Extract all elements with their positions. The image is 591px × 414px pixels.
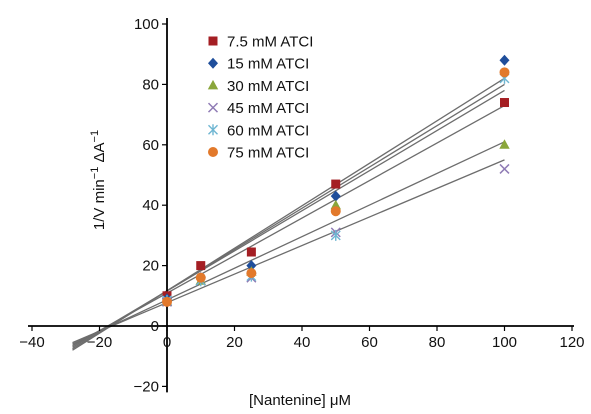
data-point-series-5	[246, 268, 257, 279]
legend-marker-series-1	[208, 57, 218, 69]
data-point-series-0	[246, 247, 256, 257]
axes: −40 −20 0 20 40 60 80 100 120 −20 0 20 40 60 80 100	[19, 16, 584, 395]
data-point-series-5	[195, 272, 206, 283]
legend-marker-series-2	[207, 79, 219, 90]
legend-label-series-5: 75 mM ATCI	[227, 145, 309, 162]
x-tick-label: 40	[294, 334, 311, 351]
legend-label-series-4: 60 mM ATCI	[227, 122, 309, 139]
x-tick-label: 60	[361, 334, 378, 351]
trendline-series-5	[72, 83, 505, 350]
y-axis-title-sup2: −1	[89, 130, 101, 143]
y-axis-title: 1/V min−1 ΔA−1	[89, 130, 108, 230]
legend-item-bg	[204, 75, 350, 97]
data-point-series-5	[330, 206, 341, 217]
x-tick-label: 80	[429, 334, 446, 351]
legend-marker-series-4	[208, 124, 218, 136]
data-point-series-1	[330, 190, 341, 202]
y-tick-label: 0	[151, 318, 159, 335]
x-tick-label: 0	[163, 334, 171, 351]
legend-marker-series-0	[208, 36, 218, 46]
y-tick-label: 80	[142, 76, 159, 93]
trendline-series-3	[72, 159, 505, 344]
x-tick-label: 120	[559, 334, 584, 351]
data-point-series-5	[499, 67, 510, 78]
legend: 7.5 mM ATCI 15 mM ATCI 30 mM ATCI 45 mM ATC…	[204, 31, 350, 163]
legend-label-series-3: 45 mM ATCI	[227, 100, 309, 117]
legend-item-bg	[204, 97, 350, 119]
data-point-series-5	[162, 296, 172, 307]
y-axis-title-sup1: −1	[89, 167, 101, 180]
y-tick-label: 20	[142, 258, 159, 275]
legend-marker-series-3	[207, 102, 219, 113]
trendlines	[72, 77, 505, 351]
data-point-series-1	[499, 54, 510, 66]
data-point-series-2	[330, 199, 341, 210]
y-tick-label: −20	[134, 378, 159, 395]
x-tick-label: −20	[87, 334, 112, 351]
trendline-series-2	[72, 141, 505, 345]
legend-label-series-0: 7.5 mM ATCI	[227, 34, 313, 51]
legend-item-bg	[204, 31, 350, 52]
y-axis-title-mid: ΔA	[91, 142, 108, 166]
x-tick-label: 20	[226, 334, 243, 351]
legend-item-bg	[204, 53, 350, 75]
data-point-series-0	[500, 98, 509, 108]
y-tick-label: 100	[134, 16, 159, 33]
data-points	[161, 54, 510, 307]
x-tick-label: −40	[19, 334, 44, 351]
data-point-series-0	[331, 179, 341, 189]
y-tick-label: 60	[142, 137, 159, 154]
data-point-series-3	[499, 163, 510, 174]
y-tick-label: 40	[142, 197, 159, 214]
legend-label-series-1: 15 mM ATCI	[227, 56, 309, 73]
y-axis-title-base: 1/V min	[91, 179, 108, 230]
data-point-series-2	[499, 139, 510, 149]
x-axis-title: [Nantenine] μM	[249, 392, 351, 409]
data-point-series-4	[330, 229, 341, 241]
x-tick-label: 100	[492, 334, 517, 351]
legend-marker-series-5	[208, 147, 218, 157]
data-point-series-1	[246, 260, 257, 272]
legend-label-series-2: 30 mM ATCI	[227, 78, 309, 95]
data-point-series-0	[196, 261, 206, 271]
legend-item-bg	[204, 119, 350, 141]
legend-item-bg	[204, 142, 350, 163]
